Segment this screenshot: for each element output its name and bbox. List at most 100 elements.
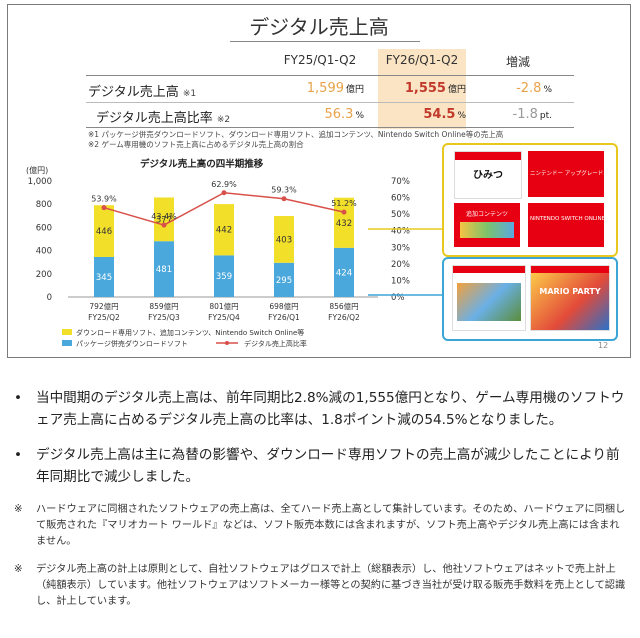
dlc-label: 追加コンテンツ	[465, 211, 508, 218]
bullet-dot: •	[14, 447, 23, 463]
value: 56.3	[324, 107, 354, 122]
bar-label-download: 377	[156, 215, 172, 225]
table-rule-bottom	[86, 127, 574, 128]
table-rule-top	[86, 75, 574, 76]
bar-download-only	[154, 197, 174, 242]
y2-tick-label: 40%	[391, 227, 410, 237]
switch-online-thumbnail: NINTENDO SWITCH ONLINE	[528, 203, 605, 247]
bullet-2: • デジタル売上高は主に為替の影響や、ダウンロード専用ソフトの売上高が減少したこ…	[14, 445, 628, 488]
x-tick-label: FY26/Q2	[328, 313, 360, 322]
value: -2.8	[516, 81, 542, 96]
bar-package-download	[94, 256, 114, 297]
bullet-text: デジタル売上高は主に為替の影響や、ダウンロード専用ソフトの売上高が減少したことに…	[36, 447, 620, 485]
upgrade-pass-thumbnail: ニンテンドー アップグレードパス	[528, 151, 615, 197]
value: 1,555	[404, 81, 446, 96]
himitsu-label: ひみつ	[473, 170, 503, 181]
table-footnote-2: ※2 ゲーム専用機のソフト売上高に占めるデジタル売上高の割合	[88, 140, 304, 149]
ratio-label: 53.9%	[91, 195, 117, 204]
x-tick-label: FY26/Q1	[268, 313, 300, 322]
note-text: デジタル売上高の計上は原則として、自社ソフトウェアはグロスで計上（総額表示）し、…	[36, 564, 626, 607]
total-label: 792億円	[89, 301, 118, 311]
note-mark: ※	[14, 564, 23, 575]
row-label-text: デジタル売上高	[88, 85, 179, 100]
chart-title: デジタル売上高の四半期推移	[140, 159, 264, 170]
commentary: • 当中間期のデジタル売上高は、前年同期比2.8%減の1,555億円となり、ゲー…	[14, 388, 628, 610]
y2-tick-label: 70%	[391, 177, 410, 187]
bar-download-only	[334, 197, 354, 248]
connector-lines	[368, 228, 442, 296]
y-tick-label: 800	[36, 200, 52, 210]
upgrade-pass-label: ニンテンドー アップグレードパス	[530, 171, 615, 177]
x-tick-label: FY25/Q4	[208, 313, 240, 322]
ratio-point	[221, 190, 227, 196]
diff-digital-ratio: -1.8 pt.	[478, 107, 552, 122]
ratio-point	[281, 196, 287, 202]
value: 1,599	[306, 81, 344, 96]
title-underline	[230, 41, 420, 42]
y2-tick-label: 50%	[391, 210, 410, 220]
y-tick-label: 600	[36, 223, 52, 233]
row-label-text: デジタル売上高比率	[96, 111, 213, 126]
y2-tick-label: 0%	[391, 293, 405, 303]
bar-label-download: 432	[336, 219, 352, 229]
ratio-point	[341, 209, 347, 215]
unit: %	[457, 111, 466, 121]
y-tick-label: 0	[47, 293, 52, 303]
ratio-point	[101, 205, 107, 211]
current-period-highlight	[378, 49, 466, 129]
bar-download-only	[214, 204, 234, 256]
y-axis-unit: (億円)	[26, 166, 49, 175]
y-tick-label: 1,000	[28, 177, 52, 187]
unit: 億円	[345, 85, 364, 95]
row-note: ※1	[182, 89, 197, 99]
bullet-text: 当中間期のデジタル売上高は、前年同期比2.8%減の1,555億円となり、ゲーム専…	[36, 390, 625, 428]
x-tick-label: FY25/Q2	[88, 313, 120, 322]
legend-label-package-download: パッケージ併売ダウンロードソフト	[76, 339, 188, 348]
note-1: ※ ハードウェアに同梱されたソフトウェアの売上高は、全てハード売上高として集計し…	[14, 502, 628, 550]
y2-tick-label: 30%	[391, 243, 410, 253]
dlc-thumbnail: 追加コンテンツ	[454, 203, 520, 247]
legend-point-ratio	[225, 341, 229, 345]
row-label-digital-ratio: デジタル売上高比率 ※2	[96, 107, 230, 126]
ratio-point	[161, 222, 167, 228]
legend-swatch-package-download	[62, 340, 72, 346]
unit: %	[355, 111, 364, 121]
col-header-curr: FY26/Q1-Q2	[385, 53, 459, 67]
y2-tick-label: 60%	[391, 194, 410, 204]
x-tick-label: FY25/Q3	[148, 313, 180, 322]
bar-label-download: 403	[276, 235, 292, 245]
ratio-label: 62.9%	[211, 180, 237, 189]
bar-package-download	[154, 241, 174, 297]
row-note: ※2	[216, 115, 231, 125]
diff-digital-sales: -2.8%	[478, 81, 552, 96]
bar-package-download	[274, 262, 294, 297]
himitsu-thumbnail: ひみつ	[454, 151, 522, 199]
bar-package-download	[334, 247, 354, 297]
table-rule-mid	[86, 102, 574, 103]
ratio-label: 51.2%	[331, 199, 357, 208]
row-label-digital-sales: デジタル売上高 ※1	[88, 81, 196, 100]
bar-download-only	[274, 216, 294, 263]
legend-swatch-download-only	[62, 329, 72, 335]
note-2: ※ デジタル売上高の計上は原則として、自社ソフトウェアはグロスで計上（総額表示）…	[14, 562, 628, 610]
legend-label-ratio: デジタル売上高比率	[244, 339, 307, 348]
bar-download-only	[94, 205, 114, 257]
unit: 億円	[447, 85, 466, 95]
col-header-prev: FY25/Q1-Q2	[283, 53, 357, 67]
col-header-diff: 増減	[505, 55, 530, 69]
note-text: ハードウェアに同梱されたソフトウェアの売上高は、全てハード売上高として集計してい…	[36, 504, 626, 547]
bullet-1: • 当中間期のデジタル売上高は、前年同期比2.8%減の1,555億円となり、ゲー…	[14, 388, 628, 431]
download-only-products: ひみつ ニンテンドー アップグレードパス 追加コンテンツ NINTENDO SW…	[442, 143, 618, 257]
bar-label-package: 424	[336, 268, 352, 278]
prev-digital-sales: 1,599 億円	[274, 81, 364, 96]
bar-label-package: 345	[96, 273, 112, 283]
bar-label-package: 295	[276, 276, 292, 286]
table-footnote-1: ※1 パッケージ併売ダウンロードソフト、ダウンロード専用ソフト、追加コンテンツ、…	[88, 130, 504, 139]
ratio-label: 59.3%	[271, 186, 297, 195]
legend-label-download-only: ダウンロード専用ソフト、追加コンテンツ、Nintendo Switch Onli…	[76, 328, 304, 337]
bar-label-package: 481	[156, 265, 172, 275]
bar-package-download	[214, 255, 234, 297]
total-label: 801億円	[209, 301, 238, 311]
digital-sales-chart: 0 200 400 600 800 1,000 0% 10% 20% 30% 40% 50% 60% 70…	[28, 177, 410, 348]
package-download-products: MARIO PARTY	[442, 257, 618, 341]
